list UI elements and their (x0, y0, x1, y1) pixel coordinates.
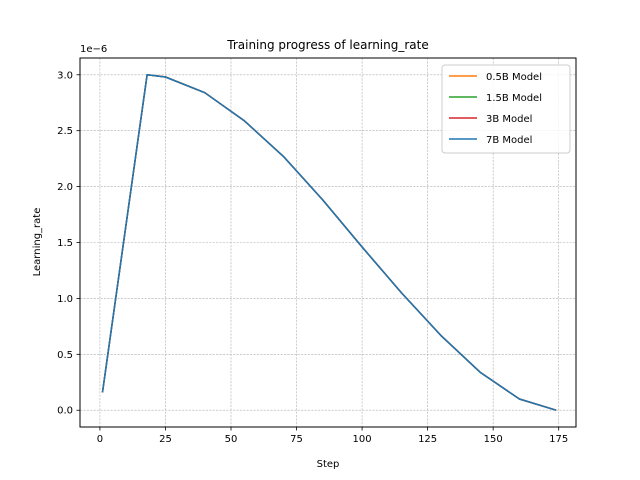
x-tick-label: 50 (225, 434, 238, 445)
y-axis-label: Learning_rate (32, 208, 43, 277)
x-tick-label: 150 (484, 434, 503, 445)
y-tick-label: 3.0 (57, 70, 73, 81)
y-tick-label: 1.0 (57, 294, 73, 305)
y-tick-label: 1.5 (57, 238, 73, 249)
legend-label-2: 1.5B Model (486, 93, 542, 104)
legend: 0.5B Model 1.5B Model 3B Model 7B Model (441, 64, 571, 154)
y-tick-label: 2.5 (57, 126, 73, 137)
legend-box (441, 64, 571, 154)
legend-label-4: 7B Model (486, 135, 532, 146)
x-axis-ticks: 0 25 50 75 100 125 150 175 (97, 427, 568, 445)
y-tick-label: 0.5 (57, 350, 73, 361)
y-axis-ticks: 0.0 0.5 1.0 1.5 2.0 2.5 3.0 (57, 70, 80, 417)
x-tick-label: 0 (97, 434, 103, 445)
series-lines (101, 74, 557, 411)
x-tick-label: 175 (549, 434, 568, 445)
y-tick-label: 0.0 (57, 406, 73, 417)
legend-label-1: 0.5B Model (486, 72, 542, 83)
chart-title: Training progress of learning_rate (226, 38, 429, 52)
x-tick-label: 125 (418, 434, 437, 445)
legend-label-3: 3B Model (486, 114, 532, 125)
x-tick-label: 75 (290, 434, 303, 445)
x-tick-label: 25 (159, 434, 172, 445)
x-axis-label: Step (317, 459, 340, 470)
y-tick-label: 2.0 (57, 182, 73, 193)
series-line-4 (101, 74, 557, 411)
x-tick-label: 100 (353, 434, 372, 445)
y-axis-offset-text: 1e−6 (80, 44, 107, 55)
